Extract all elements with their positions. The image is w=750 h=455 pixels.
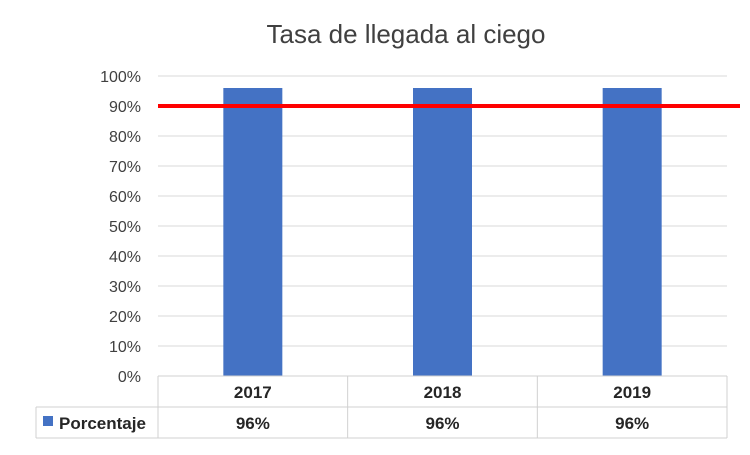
x-category-label: 2019 — [613, 383, 651, 402]
y-tick-label: 30% — [109, 279, 141, 296]
y-tick-label: 100% — [100, 69, 141, 86]
bar-2017 — [223, 88, 283, 376]
y-tick-label: 20% — [109, 309, 141, 326]
x-category-label: 2017 — [234, 383, 272, 402]
bar-2018 — [413, 88, 472, 376]
legend-series-name: Porcentaje — [59, 414, 146, 433]
bar-2019 — [602, 88, 662, 376]
y-tick-label: 40% — [109, 249, 141, 266]
data-table: 2017 96% 2018 96% 2019 96% Porcentaje — [35, 375, 728, 439]
bars — [223, 88, 662, 376]
chart-title: Tasa de llegada al ciego — [267, 19, 546, 49]
y-tick-label: 10% — [109, 339, 141, 356]
y-tick-label: 80% — [109, 129, 141, 146]
data-label: 96% — [425, 414, 459, 433]
data-label: 96% — [236, 414, 270, 433]
y-tick-label: 90% — [109, 99, 141, 116]
x-category-label: 2018 — [424, 383, 462, 402]
y-tick-label: 70% — [109, 159, 141, 176]
data-label: 96% — [615, 414, 649, 433]
y-tick-label: 0% — [118, 369, 141, 386]
y-tick-label: 60% — [109, 189, 141, 206]
y-tick-label: 50% — [109, 219, 141, 236]
legend-swatch — [43, 416, 53, 426]
y-axis-ticks: 0% 10% 20% 30% 40% 50% 60% 70% 80% 90% 100% — [100, 69, 141, 386]
